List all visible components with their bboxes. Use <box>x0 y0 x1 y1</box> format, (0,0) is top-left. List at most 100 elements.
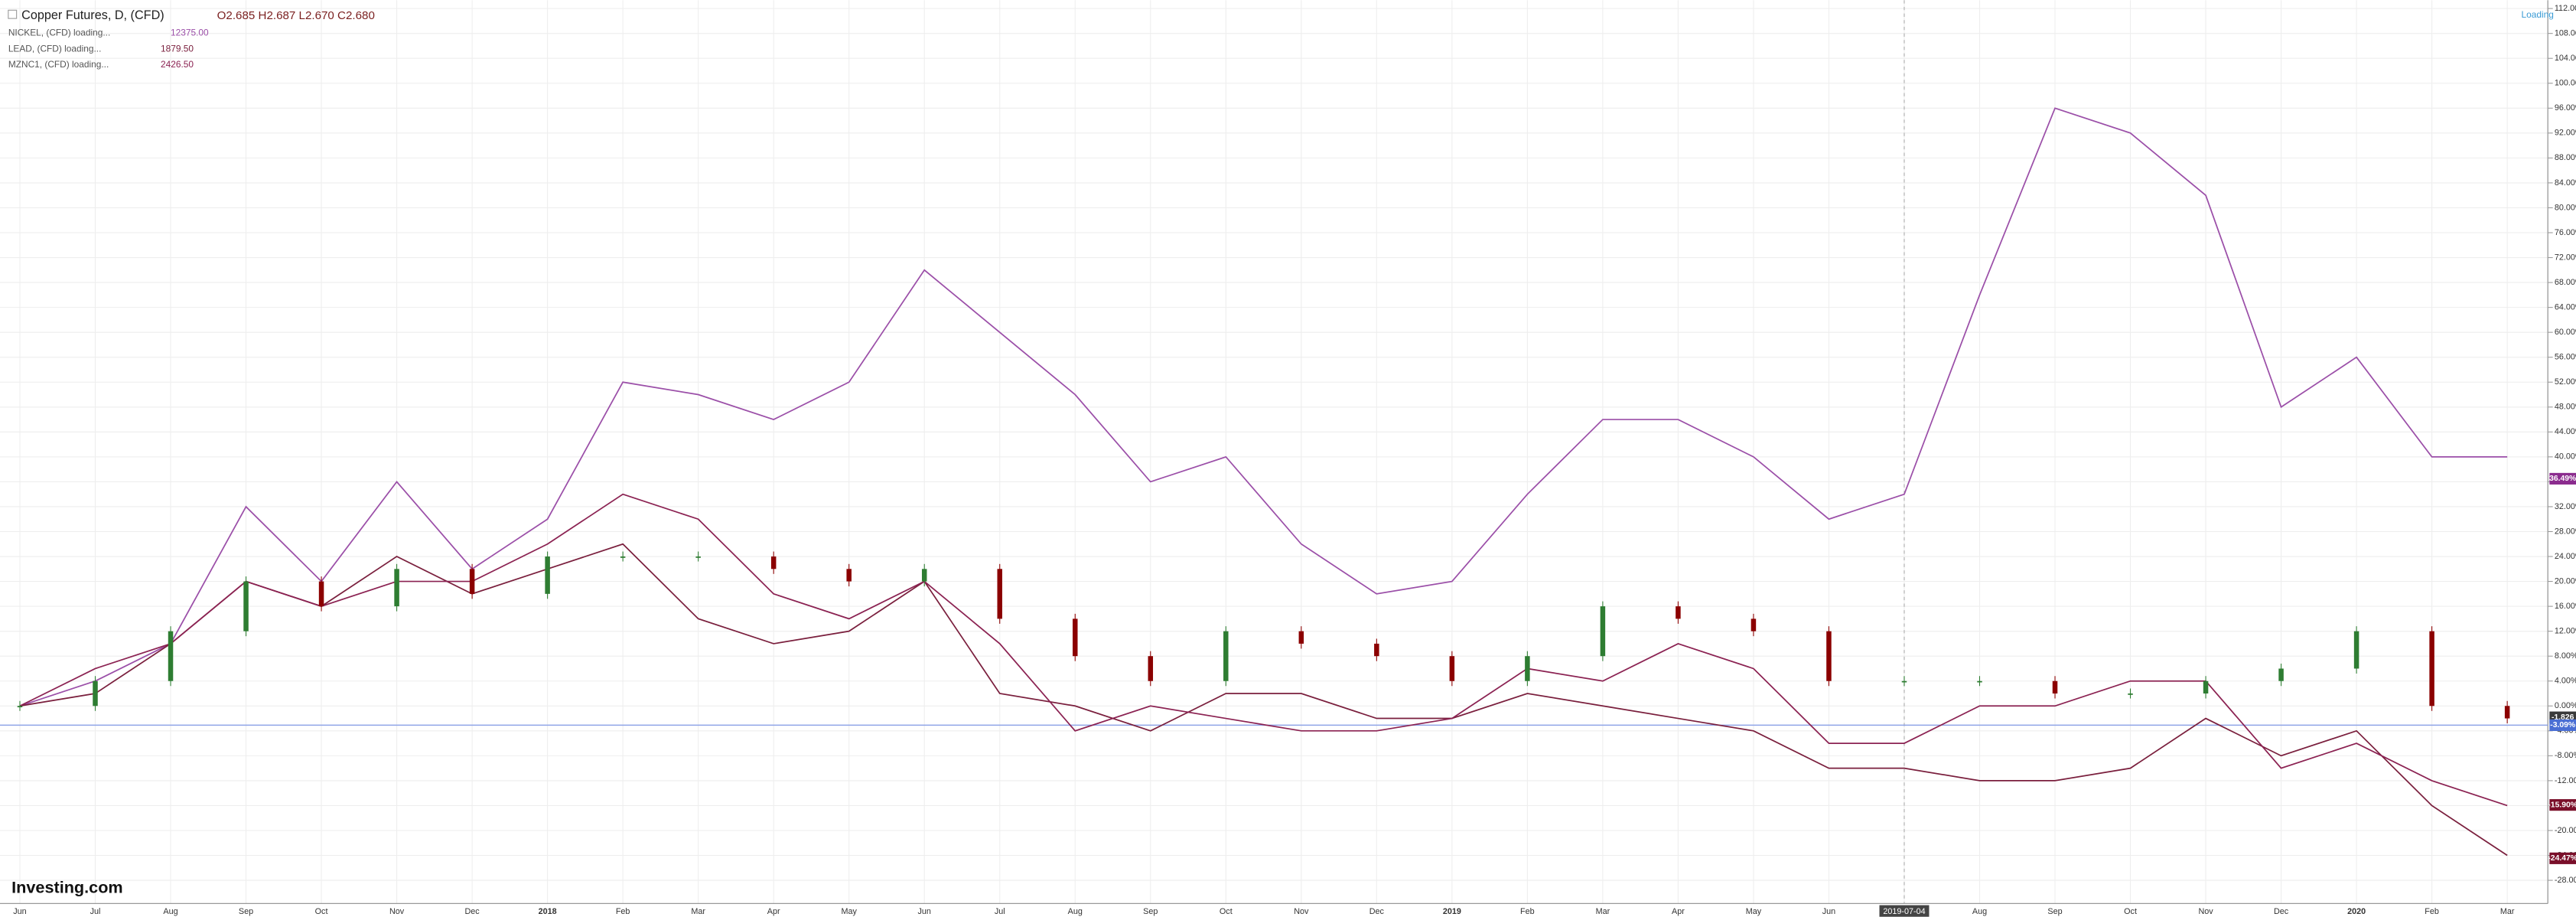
x-tick-label: Dec <box>1369 907 1385 916</box>
x-tick-label: Feb <box>616 907 630 916</box>
y-tick-label: -20.00% <box>2555 826 2576 835</box>
y-tick-label: 72.00% <box>2555 253 2576 262</box>
legend-value: 12375.00 <box>171 28 209 38</box>
grid <box>0 0 2548 904</box>
x-tick-label: Feb <box>2425 907 2439 916</box>
series-line <box>19 543 2508 857</box>
x-tick-label: Aug <box>163 907 177 916</box>
y-tick-label: 56.00% <box>2555 353 2576 362</box>
candle-body <box>1148 656 1154 681</box>
y-tick-label: -28.00% <box>2555 876 2576 885</box>
x-tick-label: Mar <box>1596 907 1610 916</box>
x-tick-label: Apr <box>1672 907 1685 916</box>
x-tick-label: May <box>841 907 857 916</box>
candle-body <box>1676 606 1681 619</box>
candle-body <box>243 581 249 631</box>
price-tag <box>2549 472 2576 485</box>
y-tick-label: 60.00% <box>2555 328 2576 337</box>
legend-value: 1879.50 <box>161 43 194 54</box>
price-tag-label: -1.826 <box>2552 713 2574 722</box>
legend-label: MZNC1, (CFD) loading... <box>8 59 109 70</box>
candle-body <box>1826 631 1832 681</box>
candle-body <box>695 556 701 558</box>
candle-body <box>1750 618 1757 631</box>
y-tick-label: -12.00% <box>2555 776 2576 785</box>
x-tick-label: Sep <box>1143 907 1158 916</box>
x-tick-label: 2018 <box>539 907 557 916</box>
y-tick-label: 0.00% <box>2555 701 2576 710</box>
y-tick-label: 32.00% <box>2555 502 2576 511</box>
candle-body <box>921 569 927 582</box>
y-tick-label: 68.00% <box>2555 278 2576 287</box>
candle-body <box>846 569 852 582</box>
x-tick-label: Jun <box>918 907 931 916</box>
x-tick-label: May <box>1746 907 1762 916</box>
ohlc: O2.685 H2.687 L2.670 C2.680 <box>217 9 375 22</box>
y-tick-label: 96.00% <box>2555 103 2576 113</box>
x-tick-label: Nov <box>2198 907 2213 916</box>
price-tag-label: -24.47% <box>2548 854 2576 863</box>
price-tag <box>2549 852 2576 864</box>
candle-body <box>1525 656 1530 681</box>
candle-body <box>1073 618 1078 657</box>
y-tick-label: 80.00% <box>2555 203 2576 212</box>
x-tick-label: Nov <box>389 907 405 916</box>
crosshair-tag <box>1879 905 1930 917</box>
candle-body <box>997 569 1002 619</box>
y-tick-label: 108.00% <box>2555 29 2576 38</box>
x-tick-label: Dec <box>464 907 480 916</box>
x-tick-label: Apr <box>767 907 780 916</box>
legend-value: 2426.50 <box>161 59 194 70</box>
candle-body <box>545 556 550 594</box>
candle-body <box>2429 631 2434 707</box>
candle-body <box>770 556 777 569</box>
y-tick-label: 100.00% <box>2555 79 2576 88</box>
candle-body <box>93 680 98 707</box>
candle-body <box>2353 631 2359 669</box>
x-tick-label: Aug <box>1972 907 1987 916</box>
series-line <box>19 107 2508 707</box>
candle-body <box>620 556 626 558</box>
y-tick-label: 48.00% <box>2555 403 2576 412</box>
series-line <box>19 493 2508 807</box>
crosshair-label: 2019-07-04 <box>1883 907 1925 916</box>
x-tick-label: Mar <box>691 907 705 916</box>
logo: Investing.com <box>11 878 123 897</box>
candle-body <box>1449 656 1455 681</box>
candle-body <box>469 569 475 594</box>
y-tick-label: 52.00% <box>2555 377 2576 387</box>
y-tick-label: 12.00% <box>2555 627 2576 636</box>
price-tag-label: -15.90% <box>2548 801 2576 809</box>
candle-body <box>1977 680 1982 683</box>
candle-body <box>318 581 324 607</box>
candle-body <box>1298 631 1304 644</box>
y-tick-label: 44.00% <box>2555 427 2576 436</box>
y-tick-label: 24.00% <box>2555 552 2576 561</box>
y-tick-label: 4.00% <box>2555 677 2576 686</box>
y-tick-label: 28.00% <box>2555 527 2576 536</box>
y-tick-label: 104.00% <box>2555 54 2576 63</box>
chart-title: Copper Futures, D, (CFD) <box>21 8 164 22</box>
candle-body <box>2052 680 2058 694</box>
x-tick-label: Nov <box>1294 907 1309 916</box>
x-tick-label: Sep <box>239 907 253 916</box>
x-tick-label: 2020 <box>2347 907 2366 916</box>
x-tick-label: Jun <box>13 907 26 916</box>
x-tick-label: Dec <box>2274 907 2289 916</box>
y-tick-label: 88.00% <box>2555 153 2576 162</box>
candle-body <box>394 569 399 607</box>
candle-body <box>2203 680 2209 694</box>
x-tick-label: Jun <box>1822 907 1835 916</box>
y-tick-label: 76.00% <box>2555 228 2576 237</box>
price-tag-label: -3.09% <box>2550 721 2575 729</box>
y-tick-label: -8.00% <box>2555 751 2576 760</box>
candle-body <box>168 631 174 681</box>
loading: Loading <box>2522 9 2554 20</box>
collapse-icon[interactable] <box>8 9 18 19</box>
x-tick-label: 2019 <box>1443 907 1461 916</box>
candle-body <box>2128 693 2133 695</box>
y-tick-label: 20.00% <box>2555 576 2576 586</box>
price-tag-label: 36.49% <box>2549 475 2576 483</box>
